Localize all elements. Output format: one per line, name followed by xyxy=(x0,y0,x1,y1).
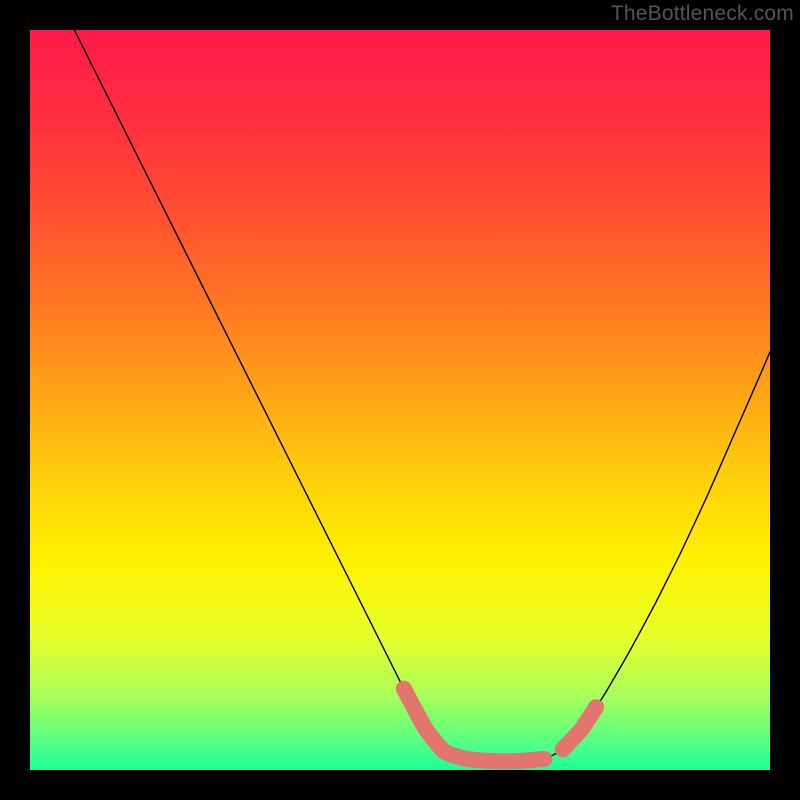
watermark-label: TheBottleneck.com xyxy=(611,2,794,26)
gradient-background xyxy=(30,30,770,770)
plot-svg xyxy=(30,30,770,770)
chart-frame: TheBottleneck.com xyxy=(0,0,800,800)
plot-area xyxy=(30,30,770,770)
